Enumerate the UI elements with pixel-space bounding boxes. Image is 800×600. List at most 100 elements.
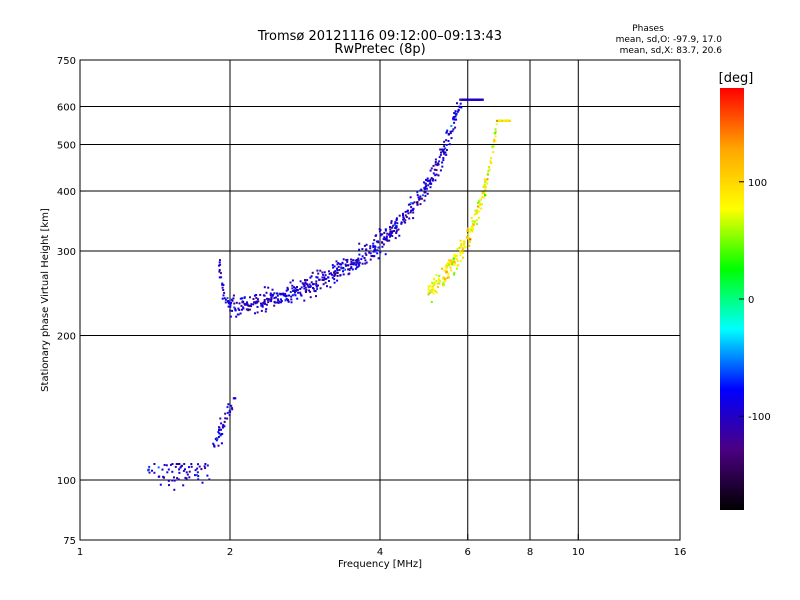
- echo-point: [478, 202, 481, 204]
- echo-point: [388, 233, 390, 236]
- echo-point: [390, 220, 393, 223]
- echo-point: [352, 259, 355, 262]
- echo-point: [282, 294, 285, 297]
- echo-point: [303, 299, 306, 302]
- echo-point: [472, 98, 475, 101]
- echo-point: [254, 301, 257, 304]
- echo-point: [381, 233, 384, 236]
- echo-point: [273, 292, 276, 295]
- echo-point: [306, 284, 309, 287]
- echo-point: [304, 279, 306, 281]
- echo-point: [278, 300, 281, 303]
- echo-point: [484, 181, 487, 184]
- echo-point: [227, 305, 230, 308]
- echo-point: [319, 269, 322, 272]
- echo-point: [430, 177, 433, 180]
- echo-point: [239, 297, 242, 300]
- echo-point: [294, 287, 297, 290]
- echo-point: [411, 209, 414, 211]
- echo-point: [265, 308, 268, 311]
- echo-point: [459, 251, 462, 254]
- echo-point: [345, 259, 348, 261]
- echo-point: [394, 221, 397, 224]
- echo-point: [385, 235, 388, 238]
- echo-point: [276, 294, 279, 297]
- echo-point: [229, 315, 232, 318]
- echo-point: [228, 414, 231, 416]
- echo-point: [218, 264, 220, 267]
- echo-point: [231, 309, 234, 312]
- echo-point: [218, 261, 221, 264]
- echo-point: [469, 98, 472, 101]
- echo-point: [452, 262, 455, 265]
- echo-point: [157, 466, 160, 469]
- echo-point: [243, 296, 246, 299]
- echo-point: [453, 116, 456, 118]
- echo-point: [220, 428, 222, 431]
- echo-point: [355, 266, 358, 269]
- echo-point: [291, 287, 294, 290]
- colorbar-label: [deg]: [719, 71, 754, 86]
- echo-point: [235, 315, 238, 318]
- echo-point: [259, 293, 262, 296]
- echo-point: [346, 260, 349, 263]
- echo-point: [214, 438, 217, 440]
- echo-point: [493, 138, 496, 141]
- echo-point: [276, 298, 279, 301]
- echo-point: [317, 284, 319, 287]
- echo-point: [286, 288, 289, 291]
- echo-point: [253, 301, 256, 304]
- echo-point: [226, 411, 229, 414]
- echo-point: [176, 463, 179, 465]
- echo-point: [382, 238, 385, 241]
- echo-point: [183, 463, 186, 465]
- echo-point: [372, 250, 375, 253]
- echo-point: [220, 276, 223, 279]
- echo-point: [441, 161, 444, 164]
- echo-point: [308, 289, 311, 292]
- echo-point: [256, 305, 259, 308]
- echo-point: [419, 189, 422, 192]
- echo-point: [388, 239, 391, 242]
- echo-point: [365, 243, 368, 246]
- echo-point: [262, 302, 265, 305]
- phase-stats-heading: Phases: [632, 24, 664, 34]
- echo-point: [222, 289, 225, 291]
- echo-point: [429, 179, 431, 182]
- echo-point: [376, 249, 379, 252]
- y-tick-label: 600: [57, 103, 76, 114]
- echo-point: [282, 293, 285, 296]
- echo-point: [257, 300, 260, 303]
- echo-point: [407, 212, 410, 215]
- echo-point: [433, 168, 436, 171]
- echo-point: [466, 236, 469, 239]
- echo-point: [389, 235, 391, 238]
- echo-point: [181, 464, 183, 467]
- echo-point: [464, 98, 467, 101]
- echo-point: [229, 305, 232, 308]
- y-tick-label: 500: [57, 141, 76, 152]
- echo-point: [416, 203, 419, 206]
- echo-point: [441, 283, 444, 285]
- echo-point: [405, 216, 408, 218]
- echo-point: [476, 210, 479, 213]
- echo-point: [356, 261, 359, 264]
- echo-point: [248, 304, 251, 307]
- echo-point: [427, 293, 430, 296]
- echo-point: [171, 470, 174, 473]
- echo-point: [285, 294, 288, 297]
- echo-point: [402, 212, 404, 215]
- echo-point: [261, 304, 264, 306]
- echo-point: [286, 286, 289, 289]
- x-axis-label: Frequency [MHz]: [338, 559, 422, 570]
- echo-point: [375, 234, 378, 237]
- echo-point: [424, 188, 426, 191]
- echo-point: [474, 209, 477, 212]
- echo-point: [492, 140, 495, 143]
- echo-point: [167, 479, 170, 482]
- echo-point: [400, 221, 403, 224]
- echo-point: [455, 255, 458, 258]
- echo-point: [392, 224, 395, 227]
- echo-point: [480, 207, 483, 210]
- echo-point: [462, 256, 464, 259]
